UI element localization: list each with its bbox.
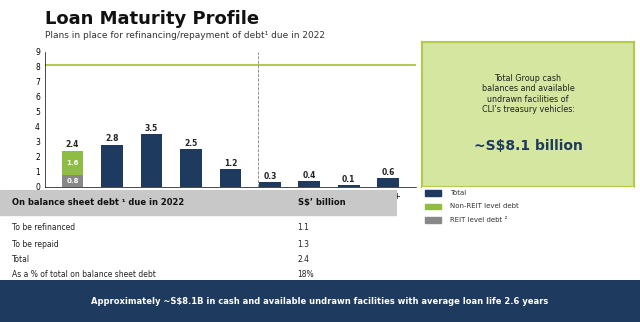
Text: REIT level debt ²: REIT level debt ² <box>450 217 508 223</box>
Text: 18%: 18% <box>298 270 314 279</box>
Text: 0.1: 0.1 <box>342 175 355 184</box>
Text: 3.5: 3.5 <box>145 124 158 133</box>
Text: S$’ billion: S$’ billion <box>298 198 345 207</box>
Bar <box>61 175 83 187</box>
Text: 1.6: 1.6 <box>67 160 79 166</box>
Text: On balance sheet debt ¹ due in 2022: On balance sheet debt ¹ due in 2022 <box>12 198 184 207</box>
Bar <box>61 151 83 175</box>
Text: 0.6: 0.6 <box>381 167 395 176</box>
Text: 0.4: 0.4 <box>303 171 316 180</box>
Bar <box>424 190 442 196</box>
Text: 2.5: 2.5 <box>184 139 198 148</box>
Bar <box>378 178 399 187</box>
Text: To be repaid: To be repaid <box>12 240 59 249</box>
Text: Non-REIT level debt: Non-REIT level debt <box>450 203 518 209</box>
Bar <box>220 169 241 187</box>
Bar <box>424 217 442 223</box>
Bar <box>61 151 83 187</box>
Text: As a % of total on balance sheet debt: As a % of total on balance sheet debt <box>12 270 156 279</box>
Text: 2.4: 2.4 <box>298 255 310 264</box>
Bar <box>101 145 123 187</box>
Text: Approximately ~S$8.1B in cash and available undrawn facilities with average loan: Approximately ~S$8.1B in cash and availa… <box>92 297 548 306</box>
Bar <box>424 204 442 209</box>
Text: Total: Total <box>450 190 466 195</box>
Text: 1.2: 1.2 <box>224 158 237 167</box>
Text: Loan Maturity Profile: Loan Maturity Profile <box>45 10 259 28</box>
Bar <box>141 134 163 187</box>
Bar <box>298 181 320 187</box>
Text: Total: Total <box>12 255 30 264</box>
Bar <box>0 190 397 215</box>
Bar <box>259 182 281 187</box>
Text: ~S$8.1 billion: ~S$8.1 billion <box>474 139 582 153</box>
Text: 0.3: 0.3 <box>263 172 276 181</box>
Text: Plans in place for refinancing/repayment of debt¹ due in 2022: Plans in place for refinancing/repayment… <box>45 31 325 40</box>
Text: 1.3: 1.3 <box>298 240 310 249</box>
Bar <box>338 185 360 187</box>
Bar <box>180 149 202 187</box>
Text: 2.8: 2.8 <box>105 135 119 144</box>
Text: 1.1: 1.1 <box>298 223 310 232</box>
Text: 2.4: 2.4 <box>66 140 79 149</box>
Text: Total Group cash
balances and available
undrawn facilities of
CLI’s treasury veh: Total Group cash balances and available … <box>481 74 575 114</box>
Text: 0.8: 0.8 <box>67 178 79 184</box>
Text: To be refinanced: To be refinanced <box>12 223 75 232</box>
